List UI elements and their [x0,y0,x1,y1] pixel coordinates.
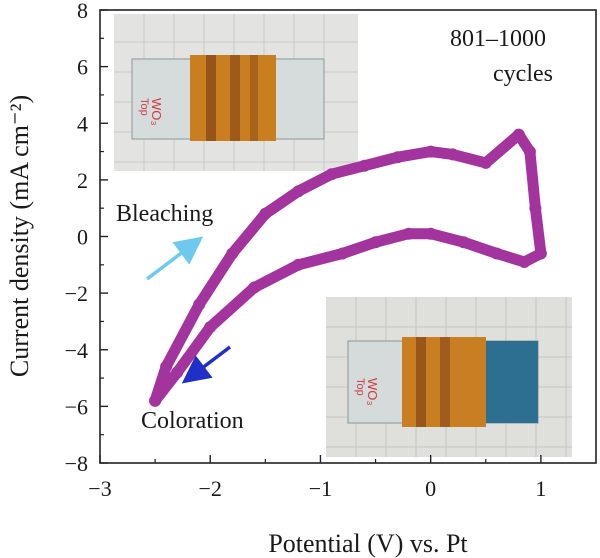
axis-ticks: −3 −2 −1 0 1 −8 −6 −4 −2 0 2 4 6 8 [65,0,547,501]
cv-data-point [518,256,531,268]
svg-text:Top: Top [354,378,366,396]
cv-data-point [529,202,542,215]
x-tick-label: −3 [88,476,111,501]
cv-data-point [424,227,437,240]
cv-data-point [479,156,492,169]
cv-data-point [204,321,217,334]
cv-data-point [457,236,470,249]
cv-series-line [149,129,547,407]
svg-text:Top: Top [138,98,150,116]
cv-data-point [358,159,371,172]
cv-data-point [160,360,173,373]
cv-data-point [446,148,459,161]
x-axis-label: Potential (V) vs. Pt [268,529,468,558]
cv-data-point [512,128,525,141]
y-tick-label: −8 [65,451,88,476]
cv-data-point [523,145,536,158]
y-tick-label: 2 [77,168,88,193]
y-tick-label: −2 [65,281,88,306]
cv-data-point [424,145,437,158]
cv-data-point [369,236,382,249]
inset-photo-device-colored: WO₃ Top [326,297,572,457]
cv-data-point [402,227,415,240]
x-tick-label: 1 [535,476,546,501]
cv-data-point [226,247,239,260]
svg-text:WO₃: WO₃ [149,98,164,126]
bleaching-label: Bleaching [116,201,213,227]
svg-text:WO₃: WO₃ [365,378,380,406]
y-axis-label: Current density (mA cm⁻²) [5,95,34,377]
y-tick-label: 8 [77,0,88,23]
cv-data-point [193,298,206,311]
coloration-arrow [181,345,232,384]
cv-data-point [259,207,272,220]
y-tick-label: −6 [65,394,88,419]
cv-data-point [391,151,404,164]
cv-data-point [149,394,162,407]
cv-data-point [534,247,547,260]
y-tick-label: 0 [77,225,88,250]
x-tick-label: −1 [309,476,332,501]
cycles-annotation-line1: 801–1000 [450,26,546,52]
bleaching-arrow [145,236,204,281]
cv-data-point [171,366,184,379]
y-tick-label: 6 [77,55,88,80]
cv-data-point [325,168,338,181]
cv-data-point [490,247,503,260]
cycles-annotation-line2: cycles [493,61,553,87]
y-tick-label: 4 [77,111,88,136]
x-tick-label: −2 [199,476,222,501]
cv-data-point [248,281,261,294]
coloration-label: Coloration [141,408,244,434]
cv-data-point [336,247,349,260]
x-tick-label: 0 [425,476,436,501]
cv-data-point [292,185,305,198]
inset-photo-device-bleached: WO₃ Top [114,14,358,171]
series-layer [149,128,547,407]
cv-data-point [292,258,305,271]
y-tick-label: −4 [65,338,88,363]
